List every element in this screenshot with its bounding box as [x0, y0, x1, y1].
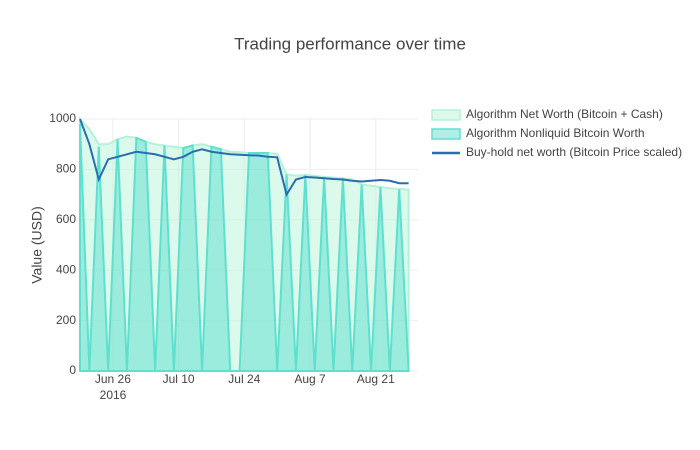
- y-tick-label: 600: [56, 212, 76, 226]
- x-tick-label: Jul 24: [228, 372, 260, 386]
- y-tick-label: 400: [56, 262, 76, 276]
- x-tick-label: Jun 26: [95, 372, 131, 386]
- x-year-label: 2016: [100, 388, 127, 402]
- legend-swatch: [431, 128, 461, 140]
- x-tick-label: Aug 21: [357, 372, 395, 386]
- legend-label: Algorithm Net Worth (Bitcoin + Cash): [466, 107, 663, 121]
- line: [79, 118, 409, 198]
- chart-title: Trading performance over time: [234, 34, 466, 53]
- legend-label: Buy-hold net worth (Bitcoin Price scaled…: [466, 145, 682, 159]
- y-tick-label: 800: [56, 162, 76, 176]
- y-tick-label: 0: [69, 363, 76, 377]
- legend-swatch: [431, 109, 461, 121]
- x-tick-label: Aug 7: [294, 372, 326, 386]
- area: [79, 124, 410, 372]
- y-tick-label: 1000: [49, 111, 76, 125]
- legend-label: Algorithm Nonliquid Bitcoin Worth: [466, 126, 645, 140]
- y-tick-label: 200: [56, 313, 76, 327]
- x-tick-label: Jul 10: [163, 372, 195, 386]
- y-axis-label: Value (USD): [29, 206, 45, 284]
